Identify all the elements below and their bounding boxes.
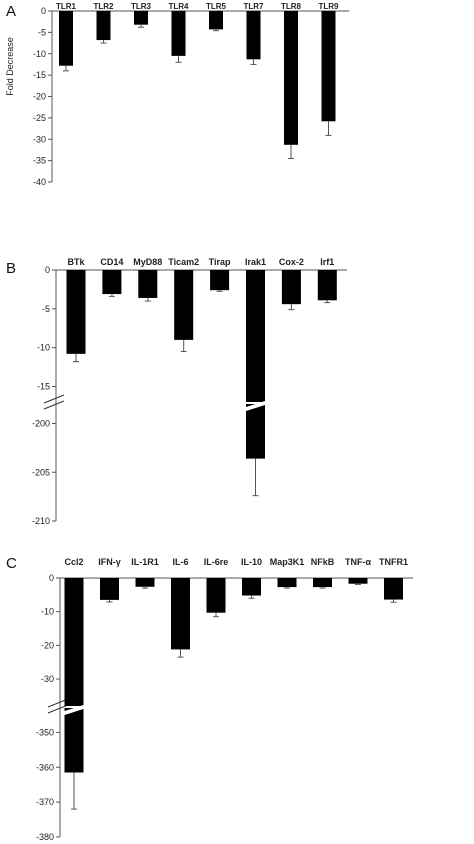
y-tick-label-c-0: 0	[49, 573, 54, 583]
bar-break-gap-b-5	[243, 400, 268, 412]
y-tick-label-b-2: -10	[37, 343, 50, 353]
category-label-b-1: CD14	[100, 257, 123, 267]
y-tick-label-b-0: 0	[45, 265, 50, 275]
axis-break-mark-c-1	[47, 704, 69, 714]
y-tick-label-c-1: -10	[41, 607, 54, 617]
category-label-c-7: NFkB	[311, 557, 335, 567]
category-label-a-6: TLR8	[281, 2, 302, 11]
bar-c-8	[348, 578, 368, 584]
y-tick-label-b-3: -15	[37, 381, 50, 391]
y-tick-label-a-3: -15	[33, 70, 46, 80]
category-label-c-2: IL-1R1	[131, 557, 159, 567]
bar-a-6	[284, 11, 298, 145]
bar-c-3	[171, 578, 190, 650]
panel-b: B 0 -5 -10 -15 -200 -205 -210 BTk CD14 MyD88 Ticam2…	[6, 257, 348, 526]
y-tick-label-b-4: -200	[32, 419, 50, 429]
bar-c-2	[135, 578, 155, 587]
category-label-b-0: BTk	[67, 257, 85, 267]
y-tick-label-a-6: -30	[33, 134, 46, 144]
bar-b-6	[281, 270, 301, 305]
category-label-b-5: Irak1	[245, 257, 266, 267]
panel-a: A 0 -5 -10 -15 -20 -25 -30 -35 -40 Fold Decrease TL…	[5, 2, 350, 187]
y-axis-title-a: Fold Decrease	[5, 37, 15, 96]
y-tick-label-b-5: -205	[32, 467, 50, 477]
category-label-c-6: Map3K1	[270, 557, 305, 567]
panel-letter-a: A	[6, 3, 16, 20]
category-label-b-2: MyD88	[133, 257, 162, 267]
category-label-a-1: TLR2	[94, 2, 115, 11]
axis-break-mark-b-1	[43, 400, 65, 410]
category-label-a-3: TLR4	[169, 2, 190, 11]
y-tick-label-a-5: -25	[33, 113, 46, 123]
bar-a-2	[134, 11, 148, 25]
y-tick-label-a-1: -5	[38, 27, 46, 37]
bar-c-1	[100, 578, 119, 600]
y-tick-label-a-4: -20	[33, 92, 46, 102]
bar-b-7	[317, 270, 337, 301]
bar-b-1	[102, 270, 122, 295]
category-label-b-4: Tirap	[209, 257, 231, 267]
y-tick-label-a-0: 0	[41, 6, 46, 16]
y-tick-label-c-3: -30	[41, 674, 54, 684]
category-label-b-7: Irf1	[320, 257, 334, 267]
category-label-c-9: TNFR1	[379, 557, 408, 567]
y-tick-label-c-5: -360	[36, 762, 54, 772]
category-label-b-3: Ticam2	[168, 257, 199, 267]
bar-b-2	[138, 270, 158, 298]
y-tick-label-c-4: -350	[36, 727, 54, 737]
category-label-c-5: IL-10	[241, 557, 262, 567]
y-tick-label-b-6: -210	[32, 516, 50, 526]
y-tick-label-b-1: -5	[42, 304, 50, 314]
bar-c-9	[384, 578, 403, 600]
category-label-c-1: IFN-γ	[98, 557, 121, 567]
bar-a-5	[246, 11, 261, 60]
y-tick-label-a-2: -10	[33, 49, 46, 59]
category-label-c-3: IL-6	[172, 557, 188, 567]
bar-a-4	[209, 11, 223, 30]
category-label-a-7: TLR9	[319, 2, 340, 11]
bar-c-6	[277, 578, 297, 588]
y-tick-label-c-7: -380	[36, 832, 54, 842]
category-label-a-4: TLR5	[206, 2, 227, 11]
y-tick-label-a-8: -40	[33, 177, 46, 187]
bar-b-0	[66, 270, 86, 354]
bar-b-3	[174, 270, 194, 340]
category-label-c-4: IL-6re	[204, 557, 229, 567]
bar-b-4	[210, 270, 230, 291]
panel-letter-c: C	[6, 555, 17, 572]
bar-c-0	[64, 578, 84, 706]
bar-a-0	[59, 11, 73, 66]
category-label-c-0: Ccl2	[64, 557, 83, 567]
category-label-a-0: TLR1	[56, 2, 77, 11]
bar-lower-b-5	[246, 404, 265, 459]
category-label-b-6: Cox-2	[279, 257, 304, 267]
bar-a-7	[321, 11, 336, 122]
y-tick-label-c-6: -370	[36, 797, 54, 807]
bar-break-gap-c-0	[61, 704, 87, 716]
bar-lower-c-0	[64, 708, 84, 773]
y-tick-label-a-7: -35	[33, 156, 46, 166]
bar-c-4	[206, 578, 226, 613]
y-tick-label-c-2: -20	[41, 640, 54, 650]
panel-c: C 0 -10 -20 -30 -350 -360 -370 -380 Ccl2 IFN-γ IL-1…	[6, 555, 414, 842]
category-label-c-8: TNF-α	[345, 557, 371, 567]
category-label-a-5: TLR7	[244, 2, 265, 11]
panel-letter-b: B	[6, 260, 16, 277]
axis-break-mark-b-0	[43, 394, 65, 404]
bar-a-1	[96, 11, 111, 41]
bar-c-5	[242, 578, 261, 596]
bar-b-5	[246, 270, 265, 402]
bar-c-7	[313, 578, 332, 588]
bar-a-3	[171, 11, 186, 56]
category-label-a-2: TLR3	[131, 2, 152, 11]
